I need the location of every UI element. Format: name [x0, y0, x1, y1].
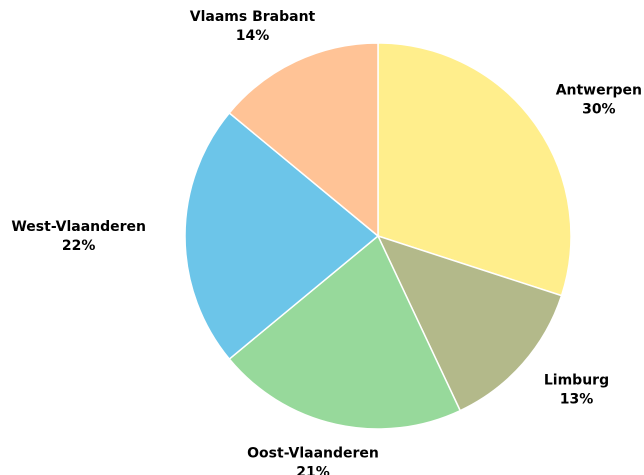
pie-slice	[376, 234, 563, 412]
slice-value-label: 30%	[582, 102, 616, 118]
pie-slice	[228, 42, 379, 238]
slice-label: Antwerpen	[556, 83, 642, 99]
pie-slice	[184, 111, 380, 361]
slice-value-label: 13%	[560, 391, 594, 407]
slice-label: Vlaams Brabant	[190, 9, 316, 25]
pie-slice	[228, 234, 462, 430]
slice-label: Oost-Vlaanderen	[247, 445, 379, 461]
slice-label: West-Vlaanderen	[11, 219, 146, 235]
slice-label: Limburg	[544, 372, 609, 388]
slice-value-label: 21%	[296, 464, 330, 475]
slice-value-label: 14%	[236, 28, 270, 44]
slice-value-label: 22%	[62, 238, 96, 254]
pie-slice	[377, 42, 572, 297]
